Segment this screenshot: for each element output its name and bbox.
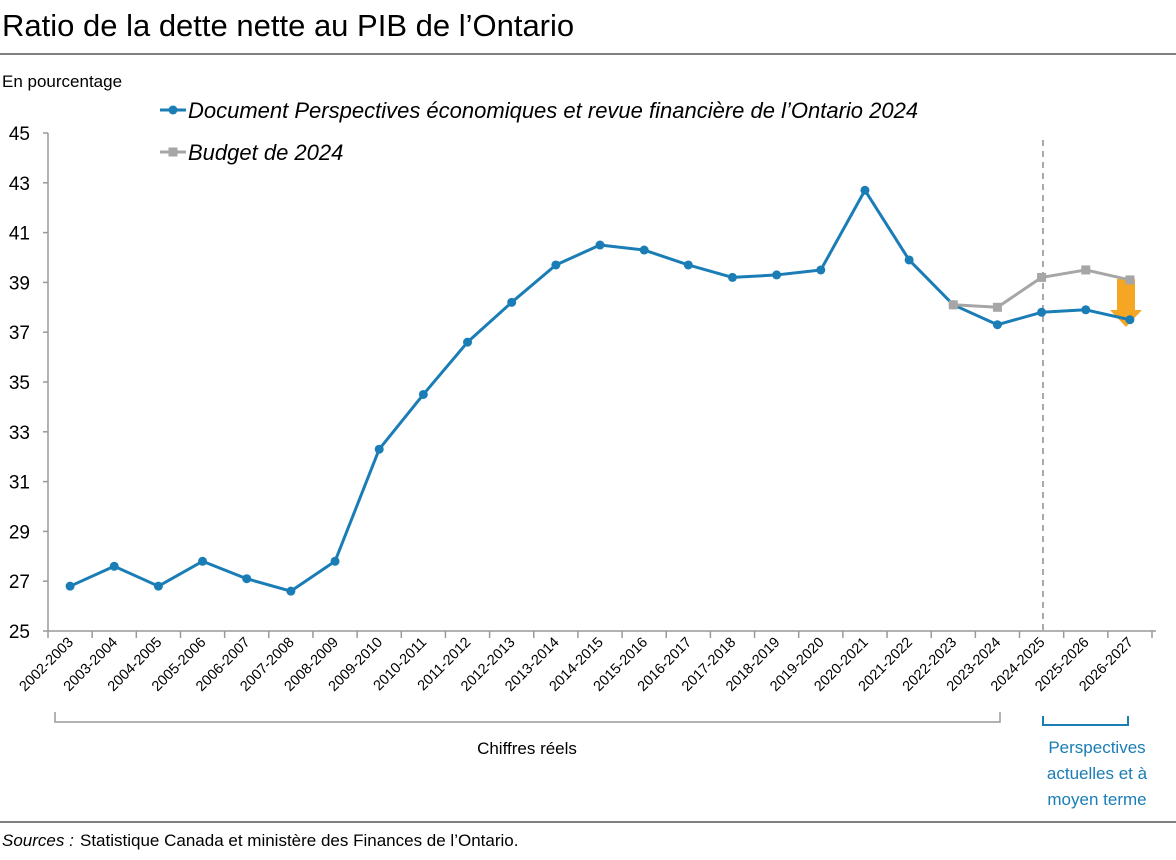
actual-bracket: [54, 712, 1001, 723]
source-label: Sources :: [2, 831, 74, 850]
data-point: [507, 297, 517, 307]
data-point: [595, 240, 605, 250]
source-text: Statistique Canada et ministère des Fina…: [80, 831, 518, 850]
y-tick-label: 31: [9, 473, 30, 494]
legend-marker: [168, 147, 178, 157]
data-point: [948, 300, 958, 310]
data-point: [1081, 305, 1091, 315]
data-point: [772, 270, 782, 280]
data-point: [1037, 307, 1047, 317]
y-tick-label: 39: [9, 273, 30, 294]
data-point: [374, 444, 384, 454]
data-point: [727, 272, 737, 282]
y-tick-label: 37: [9, 323, 30, 344]
y-tick-label: 33: [9, 423, 30, 444]
data-point: [1125, 315, 1135, 325]
data-point: [904, 255, 914, 265]
data-point: [109, 561, 119, 571]
y-tick-label: 41: [9, 224, 30, 245]
data-point: [992, 320, 1002, 330]
y-tick-label: 45: [9, 124, 30, 145]
decline-arrow: [1110, 279, 1142, 327]
data-point: [463, 337, 473, 347]
legend-label: Budget de 2024: [188, 140, 343, 165]
data-point: [418, 389, 428, 399]
legend-label: Document Perspectives économiques et rev…: [188, 98, 918, 123]
y-axis-label: En pourcentage: [2, 72, 122, 91]
y-tick-label: 35: [9, 373, 30, 394]
data-point: [816, 265, 826, 275]
outlook-label: Perspectives: [1048, 738, 1145, 757]
data-point: [1037, 272, 1047, 282]
data-point: [65, 581, 75, 591]
data-point: [683, 260, 693, 270]
data-point: [551, 260, 561, 270]
chart-title: Ratio de la dette nette au PIB de l’Onta…: [2, 8, 574, 43]
y-tick-label: 27: [9, 572, 30, 593]
data-point: [330, 556, 340, 566]
outlook-bracket: [1042, 716, 1129, 726]
actual-label: Chiffres réels: [477, 739, 577, 758]
y-tick-label: 25: [9, 622, 30, 643]
data-point: [242, 574, 252, 584]
data-point: [198, 556, 208, 566]
data-point: [1081, 265, 1091, 275]
data-point: [286, 586, 296, 596]
data-point: [639, 245, 649, 255]
data-point: [1125, 275, 1135, 285]
outlook-label: moyen terme: [1047, 790, 1146, 809]
y-tick-label: 29: [9, 522, 30, 543]
outlook-label: actuelles et à: [1047, 764, 1148, 783]
data-point: [992, 302, 1002, 312]
data-point: [153, 581, 163, 591]
data-point: [860, 185, 870, 195]
series-line: [69, 188, 1131, 593]
legend-marker: [168, 105, 178, 115]
y-tick-label: 43: [9, 174, 30, 195]
